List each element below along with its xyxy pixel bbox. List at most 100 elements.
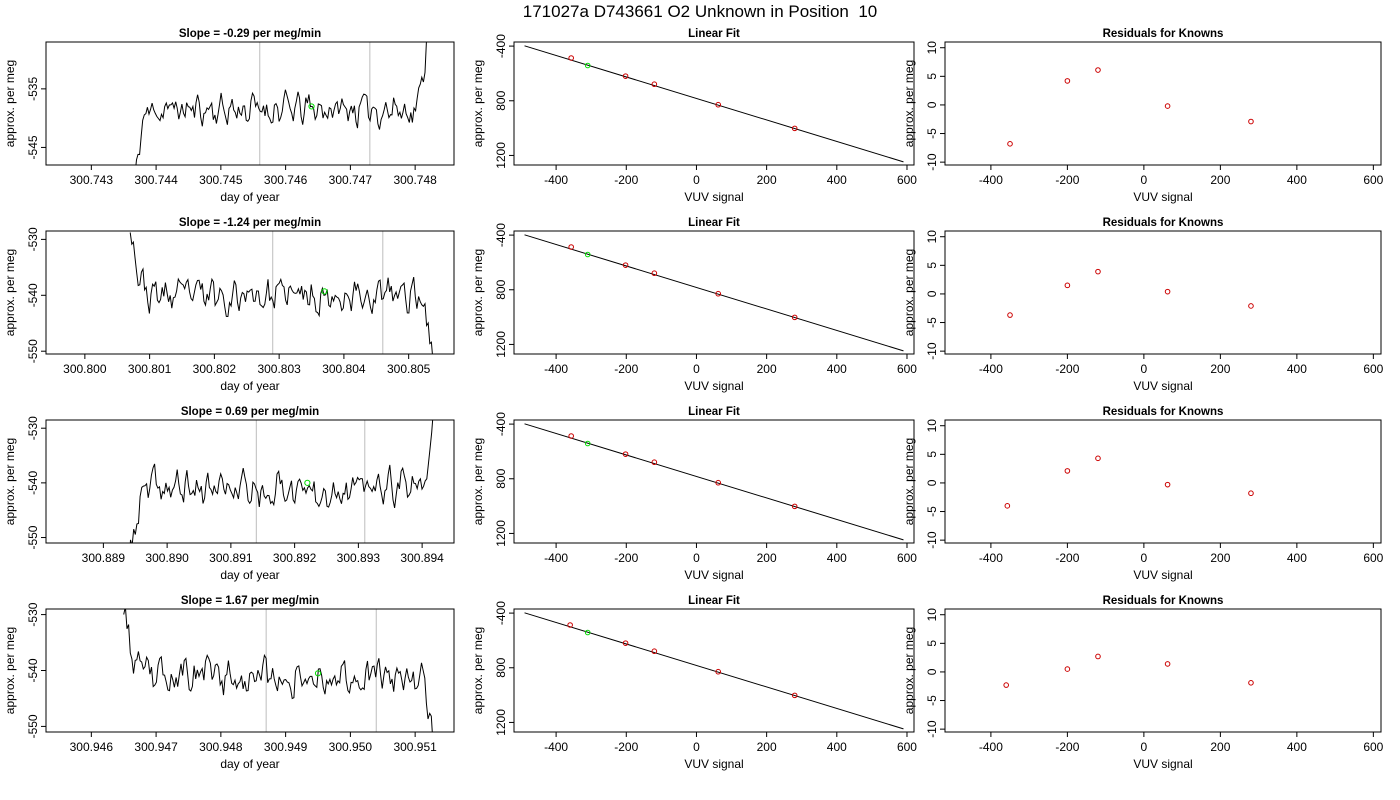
y-tick-label: 0 [925, 668, 939, 675]
x-tick-label: 0 [1141, 551, 1148, 565]
panel-title: Linear Fit [688, 28, 740, 40]
y-tick-label: -10 [925, 720, 939, 738]
residual-point [1248, 118, 1254, 125]
y-tick-label: -5 [925, 506, 939, 517]
plot-frame [513, 608, 915, 733]
known-point [622, 73, 629, 79]
y-axis-label: approx. per meg [902, 60, 916, 147]
panel-title: Linear Fit [688, 406, 740, 418]
x-tick-label: 400 [827, 362, 847, 376]
panel-timeseries-row1: Slope = -0.29 per meg/min 300.743 300.744 3… [3, 28, 455, 204]
x-tick-label: 200 [757, 740, 777, 754]
y-tick-label: -535 [26, 77, 40, 101]
panel-timeseries-row2: Slope = -1.24 per meg/min 300.800 300.801 3… [3, 217, 455, 393]
x-tick-label: 300.951 [393, 740, 437, 754]
known-point [791, 692, 798, 699]
panel-residuals-row3: Residuals for Knowns -400 -200 0 200 400 600 10… [902, 406, 1384, 582]
panel-fit-row2: Linear Fit -400 -200 0 200 400 600 -400 800 1200 V… [471, 217, 917, 393]
x-tick-label: -200 [614, 740, 638, 754]
data-layer [135, 42, 427, 165]
y-tick-label: 1200 [494, 520, 508, 547]
plot-frame [513, 419, 915, 544]
x-tick-label: -200 [614, 173, 638, 187]
x-tick-label: 0 [693, 362, 700, 376]
panel-title: Slope = -0.29 per meg/min [179, 28, 321, 40]
known-point [715, 101, 722, 108]
x-axis-label: VUV signal [684, 379, 743, 393]
y-tick-label: -5 [925, 128, 939, 139]
y-axis-label: approx. per meg [471, 627, 485, 714]
data-layer [1007, 268, 1254, 318]
x-tick-label: 600 [897, 740, 917, 754]
x-tick-label: -400 [979, 362, 1003, 376]
x-tick-label: 300.804 [322, 362, 366, 376]
data-layer [1003, 653, 1254, 688]
sample-id: D743661 [593, 2, 663, 21]
y-axis-label: approx. per meg [3, 438, 17, 525]
x-tick-label: 200 [757, 551, 777, 565]
residual-point [1095, 653, 1101, 660]
x-tick-label: 300.800 [63, 362, 107, 376]
y-tick-label: 10 [925, 419, 939, 433]
x-tick-label: 400 [827, 173, 847, 187]
plot-frame [45, 41, 455, 166]
data-layer [1004, 455, 1254, 509]
x-tick-label: 300.745 [199, 173, 243, 187]
x-tick-label: 200 [1210, 173, 1230, 187]
y-tick-label: -530 [26, 227, 40, 251]
residual-point [1064, 282, 1071, 289]
x-axis-label: VUV signal [1133, 190, 1192, 204]
x-axis-label: VUV signal [684, 757, 743, 771]
x-tick-label: 600 [1363, 362, 1383, 376]
known-point [651, 81, 658, 88]
x-tick-label: 600 [897, 362, 917, 376]
y-tick-label: -550 [26, 525, 40, 549]
y-axis-label: approx. per meg [471, 438, 485, 525]
x-tick-label: 300.949 [264, 740, 308, 754]
x-tick-label: 300.894 [400, 551, 444, 565]
y-tick-label: -530 [26, 602, 40, 626]
x-tick-label: 400 [1287, 740, 1307, 754]
panel-residuals-row1: Residuals for Knowns -400 -200 0 200 400 600 10… [902, 28, 1384, 204]
y-tick-label: 800 [494, 279, 508, 299]
x-tick-label: 0 [1141, 173, 1148, 187]
plot-frame [944, 230, 1382, 355]
y-axis-label: approx. per meg [471, 60, 485, 147]
y-tick-label: -545 [26, 135, 40, 159]
unknown-point-marker [321, 288, 328, 295]
plot-frame [45, 419, 455, 544]
residual-point [1164, 103, 1171, 109]
residual-point [1164, 661, 1171, 667]
y-tick-label: 10 [925, 230, 939, 244]
unknown-point-marker [584, 629, 591, 636]
plot-frame [513, 230, 915, 355]
panel-timeseries-row3: Slope = 0.69 per meg/min 300.889 300.890 30… [3, 406, 455, 582]
y-tick-label: -540 [26, 471, 40, 495]
x-axis-label: VUV signal [684, 190, 743, 204]
x-tick-label: 300.747 [329, 173, 373, 187]
plot-frame [944, 419, 1382, 544]
x-tick-label: -200 [1055, 740, 1079, 754]
plot-frame [45, 230, 455, 355]
x-tick-label: 0 [693, 740, 700, 754]
unknown-point-marker [584, 62, 591, 69]
x-tick-label: 300.948 [199, 740, 243, 754]
x-tick-label: 300.891 [209, 551, 253, 565]
x-tick-label: 300.946 [70, 740, 114, 754]
x-tick-label: 200 [757, 362, 777, 376]
x-tick-label: 300.950 [329, 740, 373, 754]
residual-point [1004, 503, 1011, 509]
unknown-point-marker [304, 479, 311, 486]
residual-point [1248, 303, 1254, 309]
x-tick-label: -200 [1055, 362, 1079, 376]
y-axis-label: approx. per meg [3, 60, 17, 147]
x-tick-label: -400 [979, 173, 1003, 187]
x-tick-label: -200 [1055, 173, 1079, 187]
x-tick-label: 400 [1287, 551, 1307, 565]
x-axis-label: VUV signal [684, 568, 743, 582]
y-tick-label: 1200 [494, 709, 508, 736]
panel-title: Residuals for Knowns [1103, 406, 1224, 418]
fit-line [524, 234, 904, 352]
fit-line [524, 45, 904, 163]
